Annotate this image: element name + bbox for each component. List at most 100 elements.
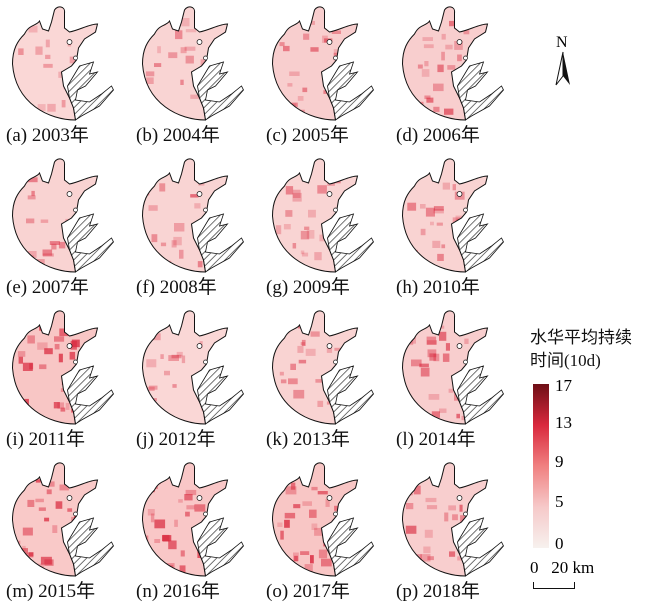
bloom-patch [284,101,290,107]
bloom-patch [185,29,197,33]
bloom-patch [280,379,287,384]
bloom-patch [47,103,56,112]
bloom-patch [305,348,316,356]
tick-5: 5 [555,492,564,511]
bloom-patch [146,77,154,84]
bloom-patch [432,240,441,248]
bloom-patch [433,209,444,214]
bloom-patch [179,249,184,259]
bloom-patch [43,63,53,68]
lake-map [402,462,504,577]
bloom-patch [178,499,183,503]
bloom-patch [310,47,319,52]
bloom-patch [426,505,438,510]
bloom-patch [152,333,161,341]
bloom-patch [28,25,38,33]
lake-map [142,6,244,121]
lake-map [402,310,504,425]
bloom-patch [424,61,429,67]
bloom-patch [27,195,36,200]
bloom-patch [306,230,315,239]
bloom-patch [426,336,437,345]
bloom-patch [168,52,178,59]
bloom-patch [444,108,454,115]
bloom-patch [459,504,463,512]
bloom-patch [311,486,318,491]
bloom-patch [428,394,440,400]
bloom-patch [69,56,77,64]
bloom-patch [67,508,73,512]
bloom-patch [288,378,298,385]
bloom-patch [445,44,453,50]
panel-label: (j) 2012年 [136,429,216,450]
bloom-patch [411,359,422,367]
bloom-patch [333,49,339,55]
bloom-patch [420,367,430,377]
bloom-patch [275,225,282,235]
bloom-patch [18,48,24,55]
bloom-patch [441,51,445,61]
bloom-patch [180,550,185,557]
tick-13: 13 [555,413,572,432]
tick-17: 17 [555,376,572,395]
bloom-patch [39,364,47,370]
bloom-patch [52,525,58,533]
bloom-patch [433,83,444,92]
bloom-patch [44,517,50,522]
bloom-patch [151,234,158,243]
bloom-patch [42,249,53,256]
panel-label: (l) 2014年 [396,429,476,450]
bloom-patch [61,100,66,108]
bloom-patch [297,96,304,101]
bloom-patch [23,174,27,178]
bloom-patch [154,539,161,543]
bloom-patch [283,224,291,230]
bloom-patch [326,348,333,353]
bloom-patch [406,259,414,267]
lake-map [272,310,374,425]
bloom-patch [160,354,164,359]
bloom-patch [65,218,77,226]
bloom-patch [22,527,33,536]
bloom-patch [149,251,159,260]
bloom-patch [59,328,69,337]
bloom-patch [276,564,282,573]
panel-label: (c) 2005年 [266,125,349,146]
bloom-patch [184,46,196,51]
lake-map [402,6,504,121]
bloom-patch [436,222,443,226]
bloom-patch [42,253,54,257]
bloom-patch [149,385,158,390]
bloom-patch [287,83,293,87]
bloom-patch [190,194,199,198]
bloom-patch [439,408,447,413]
bloom-patch [284,519,290,528]
map-panel: (b) 2004年 [130,0,260,150]
bloom-patch [37,104,46,111]
bloom-patch [180,47,187,54]
bloom-patch [147,386,155,391]
bloom-patch [171,354,182,359]
bloom-patch [300,250,305,255]
bloom-patch [331,30,341,34]
bloom-patch [417,64,423,69]
lake-map [272,158,374,273]
bloom-patch [179,565,186,574]
bloom-patch [26,177,38,183]
panel-label: (a) 2003年 [6,125,89,146]
bloom-patch [317,185,327,194]
bloom-patch [279,42,285,47]
bloom-patch [51,243,57,250]
bloom-patch [298,359,307,364]
lake-map [12,310,114,425]
bloom-patch [289,71,300,76]
legend-title: 水华平均持续 时间(10d) [530,326,632,372]
bloom-patch [433,206,444,211]
bloom-patch [162,534,170,542]
bloom-patch [280,530,284,540]
bloom-patch [424,95,431,100]
bloom-patch [405,525,417,534]
bloom-patch [441,244,446,249]
map-panel: (h) 2010年 [390,152,520,302]
